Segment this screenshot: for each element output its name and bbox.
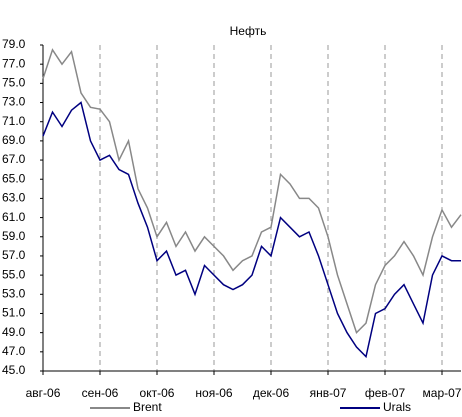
y-tick-label: 67.0 [2, 152, 26, 166]
y-tick-label: 79.0 [2, 37, 26, 51]
x-tick-label: сен-06 [82, 386, 119, 400]
y-tick-label: 55.0 [2, 267, 26, 281]
y-tick-label: 53.0 [2, 286, 26, 300]
x-tick-label: дек-06 [253, 386, 290, 400]
y-tick-label: 73.0 [2, 95, 26, 109]
chart-title: Нефть [230, 24, 267, 38]
y-tick-label: 59.0 [2, 229, 26, 243]
y-tick-label: 49.0 [2, 325, 26, 339]
line-series [42, 101, 461, 359]
y-tick-label: 77.0 [2, 56, 26, 70]
y-tick-label: 47.0 [2, 344, 26, 358]
y-tick-label: 63.0 [2, 191, 26, 205]
y-tick-label: 51.0 [2, 306, 26, 320]
y-tick-label: 45.0 [2, 363, 26, 377]
x-tick-label: фев-07 [365, 386, 406, 400]
y-tick-label: 71.0 [2, 114, 26, 128]
y-tick-label: 61.0 [2, 210, 26, 224]
x-tick-label: ноя-06 [195, 386, 232, 400]
line-series [42, 48, 462, 334]
y-tick-label: 69.0 [2, 133, 26, 147]
legend-label: Brent [133, 400, 162, 414]
y-tick-label: 65.0 [2, 171, 26, 185]
y-tick-label: 75.0 [2, 76, 26, 90]
x-tick-label: окт-06 [140, 386, 175, 400]
x-tick-label: мар-07 [423, 386, 462, 400]
legend-label: Urals [383, 400, 411, 414]
x-tick-label: янв-07 [310, 386, 347, 400]
y-tick-label: 57.0 [2, 248, 26, 262]
x-tick-label: авг-06 [26, 386, 61, 400]
